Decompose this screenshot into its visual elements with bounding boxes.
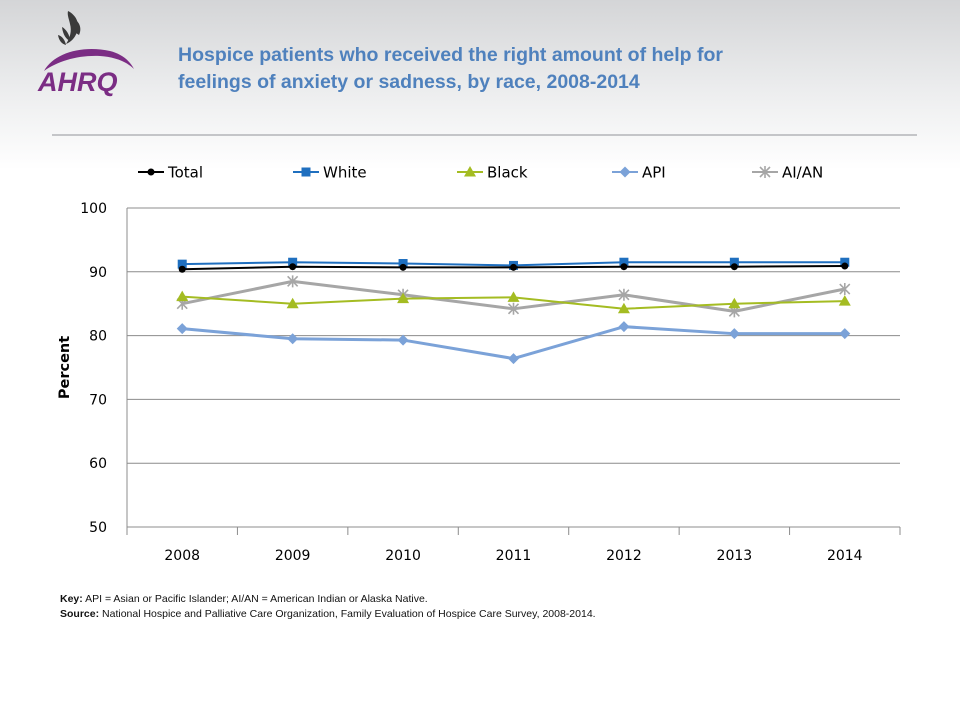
logo-area: AHRQ — [30, 5, 150, 100]
data-point-total-2013 — [730, 263, 738, 271]
data-point-total-2012 — [620, 263, 628, 271]
series-total — [178, 262, 849, 273]
data-point-white-2009 — [288, 257, 298, 267]
chart-legend: Total White Black API AI/AN — [138, 164, 823, 182]
data-point-api-2012 — [618, 321, 630, 333]
y-tick-label-100: 100 — [80, 201, 107, 217]
x-tick-label-2011: 2011 — [496, 548, 532, 564]
legend-marker-ai-an — [759, 166, 771, 178]
legend-item-black: Black — [457, 164, 528, 182]
x-tick-label-2009: 2009 — [275, 548, 311, 564]
data-point-api-2009 — [287, 333, 299, 345]
y-tick-label-80: 80 — [89, 329, 107, 345]
data-point-total-2008 — [178, 265, 186, 273]
data-point-api-2008 — [176, 323, 188, 335]
key-note: Key: API = Asian or Pacific Islander; AI… — [60, 592, 920, 607]
legend-item-total: Total — [138, 164, 203, 182]
title-divider — [52, 134, 917, 136]
legend-label-ai-an: AI/AN — [782, 164, 823, 182]
chart-series — [176, 257, 851, 365]
data-point-black-2011 — [507, 291, 520, 302]
source-note: Source: National Hospice and Palliative … — [60, 607, 920, 622]
data-point-black-2008 — [176, 290, 189, 302]
x-tick-label-2013: 2013 — [717, 548, 753, 564]
legend-item-white: White — [293, 164, 367, 182]
x-tick-label-2010: 2010 — [385, 548, 421, 564]
source-label: Source: — [60, 608, 100, 620]
data-point-total-2011 — [510, 263, 517, 271]
y-tick-label-50: 50 — [89, 520, 107, 536]
chart-gridlines — [127, 207, 900, 528]
ahrq-logo-text: AHRQ — [37, 67, 118, 97]
page-title-line-1: Hospice patients who received the right … — [178, 44, 723, 66]
y-tick-label-70: 70 — [89, 392, 107, 408]
legend-label-white: White — [323, 164, 367, 182]
data-point-total-2010 — [399, 263, 407, 271]
data-point-black-2010 — [397, 292, 410, 304]
data-point-api-2013 — [728, 328, 740, 340]
legend-marker-black — [464, 166, 476, 177]
key-text: API = Asian or Pacific Islander; AI/AN =… — [85, 593, 428, 605]
series-ai-an — [176, 275, 851, 318]
data-point-black-2012 — [617, 302, 630, 314]
data-point-ai-an-2011 — [507, 302, 520, 315]
data-point-api-2014 — [839, 328, 851, 340]
data-point-ai-an-2014 — [839, 283, 851, 296]
data-point-total-2014 — [841, 262, 849, 270]
x-tick-label-2014: 2014 — [827, 548, 863, 564]
data-point-white-2013 — [729, 257, 739, 267]
data-point-white-2014 — [840, 257, 850, 267]
key-label: Key: — [60, 593, 83, 605]
page-title-line-2: feelings of anxiety or sadness, by race,… — [178, 71, 640, 93]
data-point-black-2009 — [286, 297, 299, 309]
legend-label-black: Black — [487, 164, 528, 182]
data-point-api-2010 — [397, 334, 409, 346]
series-api — [176, 321, 851, 365]
data-point-white-2008 — [177, 259, 187, 269]
legend-item-ai-an: AI/AN — [752, 164, 823, 182]
data-point-black-2014 — [838, 295, 851, 306]
chart-axes: 50 60 70 80 90 100 2008 2009 2010 2011 2012 2013 201… — [80, 201, 901, 564]
legend-marker-api — [619, 166, 631, 178]
legend-item-api: API — [612, 164, 666, 182]
data-point-total-2009 — [289, 263, 297, 271]
legend-label-total: Total — [167, 164, 203, 182]
data-point-black-2013 — [728, 297, 741, 309]
legend-label-api: API — [642, 164, 666, 182]
data-point-ai-an-2012 — [618, 288, 630, 301]
source-text: National Hospice and Palliative Care Org… — [102, 608, 596, 620]
y-tick-label-90: 90 — [89, 265, 107, 281]
line-chart: Total White Black API AI/AN 50 60 70 80 90 100 200… — [57, 164, 901, 564]
data-point-ai-an-2009 — [287, 275, 299, 288]
y-tick-label-60: 60 — [89, 456, 107, 472]
x-tick-label-2012: 2012 — [606, 548, 642, 564]
page-title: Hospice patients who received the right … — [178, 42, 908, 96]
legend-marker-white — [301, 167, 311, 177]
data-point-white-2010 — [398, 259, 408, 269]
hhs-eagle-icon — [58, 11, 81, 45]
chart-notes: Key: API = Asian or Pacific Islander; AI… — [60, 592, 920, 622]
y-axis-title: Percent — [57, 336, 73, 399]
ahrq-logo: AHRQ — [37, 11, 134, 97]
data-point-white-2012 — [619, 257, 629, 267]
x-tick-label-2008: 2008 — [164, 548, 200, 564]
data-point-api-2011 — [508, 353, 519, 365]
series-black — [176, 290, 851, 314]
legend-marker-total — [147, 168, 155, 176]
